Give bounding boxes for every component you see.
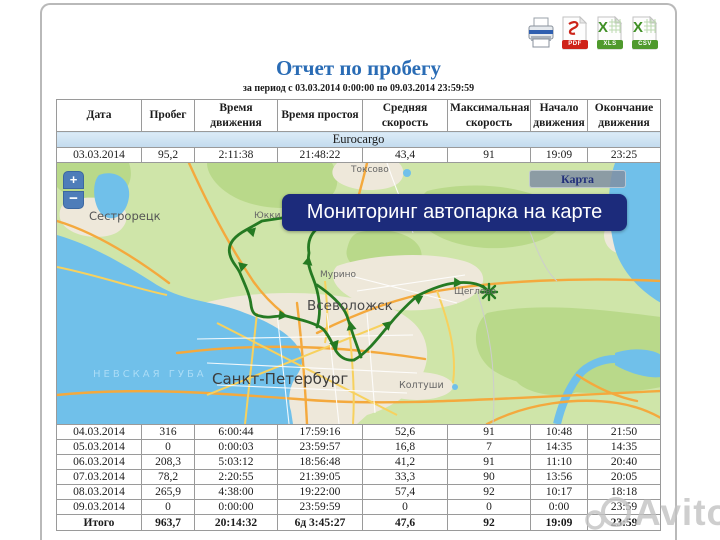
- col-header-idle-time: Время простоя: [277, 99, 363, 132]
- col-header-mileage: Пробег: [141, 99, 195, 132]
- table-row: 08.03.2014 265,9 4:38:00 19:22:00 57,4 92 1…: [56, 484, 661, 500]
- excel-x-glyph: X: [633, 19, 644, 36]
- cell-date: 03.03.2014: [56, 147, 142, 163]
- zoom-out-button[interactable]: −: [63, 191, 84, 209]
- csv-label: CSV: [632, 40, 658, 49]
- route-end-marker: [479, 282, 499, 302]
- page-title: Отчет по пробегу: [275, 56, 442, 80]
- map-label-sestroretsk: Сестрорецк: [89, 209, 161, 223]
- table-row: 07.03.2014 78,2 2:20:55 21:39:05 33,3 90 13…: [56, 469, 661, 485]
- map-label-toksovo: Токсово: [350, 165, 389, 175]
- col-header-date: Дата: [56, 99, 142, 132]
- col-header-start: Начало движения: [530, 99, 588, 132]
- cell-start: 19:09: [530, 147, 588, 163]
- export-xls-button[interactable]: X XLS: [596, 15, 626, 50]
- cell-idle-time: 21:48:22: [277, 147, 363, 163]
- cell-max-speed: 91: [447, 147, 531, 163]
- export-pdf-button[interactable]: PDF: [561, 15, 591, 50]
- map-type-button[interactable]: Карта: [529, 170, 626, 188]
- pdf-label: PDF: [562, 40, 588, 49]
- vehicle-name: Eurocargo: [56, 131, 661, 148]
- table-row: 06.03.2014 208,3 5:03:12 18:56:48 41,2 91 1…: [56, 454, 661, 470]
- printer-icon: [528, 17, 554, 48]
- map-zoom-controls: + −: [63, 171, 84, 209]
- map-label-yukki: Юкки: [254, 211, 281, 221]
- map-label-murino: Мурино: [320, 270, 357, 280]
- map-label-koltushi: Колтуши: [399, 380, 444, 391]
- monitoring-banner: Мониторинг автопарка на карте: [282, 194, 627, 231]
- cell-drive-time: 2:11:38: [194, 147, 278, 163]
- report-page: PDF X XLS: [40, 3, 677, 540]
- map-label-spb: Санкт-Петербург: [212, 370, 348, 388]
- map-row: Сестрорецк Юкки Токсово Мурино Всеволожс…: [56, 162, 661, 425]
- xls-label: XLS: [597, 40, 623, 49]
- export-toolbar: PDF X XLS: [526, 15, 661, 50]
- map-label-vsevolozhsk: Всеволожск: [307, 298, 393, 314]
- col-header-end: Окончание движения: [587, 99, 661, 132]
- cell-avg-speed: 43,4: [362, 147, 448, 163]
- total-label: Итого: [56, 514, 142, 531]
- print-button[interactable]: [526, 16, 556, 50]
- table-row: 05.03.2014 0 0:00:03 23:59:57 16,8 7 14:35 1…: [56, 439, 661, 455]
- fleet-map[interactable]: Сестрорецк Юкки Токсово Мурино Всеволожс…: [57, 163, 660, 424]
- route-direction-arrows: [238, 227, 463, 350]
- total-row: Итого 963,7 20:14:32 6д 3:45:27 47,6 92 …: [56, 514, 661, 531]
- report-period: за период с 03.03.2014 0:00:00 по 09.03.…: [242, 83, 475, 94]
- map-label-nevskaya-guba: НЕВСКАЯ ГУБА: [93, 369, 207, 380]
- cell-mileage: 95,2: [141, 147, 195, 163]
- col-header-drive-time: Время движения: [194, 99, 278, 132]
- col-header-avg-speed: Средняя скорость: [362, 99, 448, 132]
- zoom-in-button[interactable]: +: [63, 171, 84, 189]
- mileage-table: Дата Пробег Время движения Время простоя…: [56, 99, 661, 531]
- table-row: 04.03.2014 316 6:00:44 17:59:16 52,6 91 10:…: [56, 424, 661, 440]
- export-csv-button[interactable]: X CSV: [631, 15, 661, 50]
- vehicle-group-row: Eurocargo: [56, 131, 661, 148]
- table-row: 03.03.2014 95,2 2:11:38 21:48:22 43,4 91…: [56, 147, 661, 163]
- cell-end: 23:25: [587, 147, 661, 163]
- excel-x-glyph: X: [598, 19, 609, 36]
- table-header-row: Дата Пробег Время движения Время простоя…: [56, 99, 661, 132]
- col-header-max-speed: Максимальная скорость: [447, 99, 531, 132]
- map-label-sheglovo: Щеглово: [454, 287, 497, 297]
